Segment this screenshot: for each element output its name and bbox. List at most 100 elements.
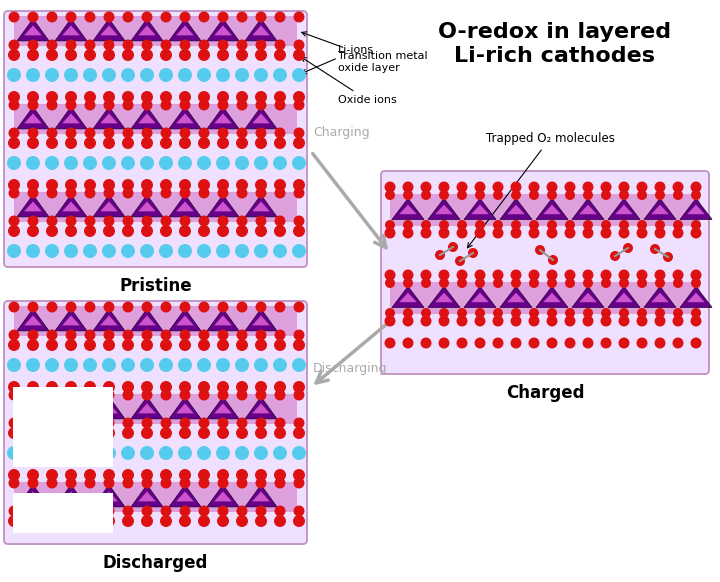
Circle shape xyxy=(179,49,191,61)
Circle shape xyxy=(64,68,78,82)
Circle shape xyxy=(673,308,683,318)
Circle shape xyxy=(199,301,210,313)
Circle shape xyxy=(254,68,268,82)
Circle shape xyxy=(27,506,38,516)
Circle shape xyxy=(45,156,59,170)
Polygon shape xyxy=(536,198,568,219)
Circle shape xyxy=(27,187,38,198)
Circle shape xyxy=(9,12,19,23)
Polygon shape xyxy=(131,195,163,217)
Polygon shape xyxy=(399,293,417,302)
Circle shape xyxy=(217,91,229,103)
Circle shape xyxy=(217,100,228,111)
Polygon shape xyxy=(169,107,201,129)
Circle shape xyxy=(294,40,305,51)
Circle shape xyxy=(122,179,134,191)
Circle shape xyxy=(600,182,611,193)
Polygon shape xyxy=(464,198,496,219)
Polygon shape xyxy=(24,113,42,123)
Circle shape xyxy=(142,389,153,400)
Circle shape xyxy=(66,215,76,226)
Circle shape xyxy=(102,358,116,372)
Circle shape xyxy=(256,506,266,516)
Circle shape xyxy=(121,446,135,460)
Circle shape xyxy=(66,187,76,198)
Circle shape xyxy=(7,446,21,460)
Circle shape xyxy=(179,477,191,488)
Circle shape xyxy=(122,301,133,313)
Polygon shape xyxy=(100,201,118,211)
Circle shape xyxy=(198,469,210,481)
Circle shape xyxy=(8,225,20,237)
Circle shape xyxy=(46,469,58,481)
Circle shape xyxy=(601,190,611,200)
Text: Li-ions: Li-ions xyxy=(302,45,374,74)
Circle shape xyxy=(161,301,171,313)
Circle shape xyxy=(179,381,191,393)
Circle shape xyxy=(528,182,539,193)
Circle shape xyxy=(27,301,38,313)
Circle shape xyxy=(274,137,286,149)
Circle shape xyxy=(8,91,20,103)
Circle shape xyxy=(492,228,503,239)
Circle shape xyxy=(548,255,558,265)
Circle shape xyxy=(9,127,19,139)
Polygon shape xyxy=(500,198,532,219)
Circle shape xyxy=(8,339,20,351)
Circle shape xyxy=(439,278,449,288)
Circle shape xyxy=(529,308,539,318)
Polygon shape xyxy=(500,286,532,307)
Circle shape xyxy=(9,506,19,516)
Circle shape xyxy=(546,315,557,327)
Circle shape xyxy=(255,381,267,393)
Circle shape xyxy=(160,91,172,103)
Circle shape xyxy=(141,91,153,103)
Circle shape xyxy=(66,389,76,400)
Circle shape xyxy=(47,12,58,23)
Circle shape xyxy=(84,179,96,191)
Circle shape xyxy=(140,244,154,258)
Circle shape xyxy=(84,417,96,428)
Polygon shape xyxy=(464,286,496,307)
Circle shape xyxy=(179,187,191,198)
Polygon shape xyxy=(428,286,460,307)
Circle shape xyxy=(160,225,172,237)
Circle shape xyxy=(122,506,133,516)
Circle shape xyxy=(161,215,171,226)
Polygon shape xyxy=(687,205,705,214)
Circle shape xyxy=(66,100,76,111)
Circle shape xyxy=(217,389,228,400)
Polygon shape xyxy=(245,485,277,507)
Polygon shape xyxy=(207,485,239,507)
Circle shape xyxy=(179,329,191,340)
Circle shape xyxy=(159,156,173,170)
Circle shape xyxy=(294,477,305,488)
Circle shape xyxy=(122,427,134,439)
Circle shape xyxy=(161,389,171,400)
Circle shape xyxy=(84,506,96,516)
Circle shape xyxy=(256,417,266,428)
Circle shape xyxy=(474,182,485,193)
Circle shape xyxy=(403,190,413,200)
Polygon shape xyxy=(62,26,80,36)
Polygon shape xyxy=(17,195,49,217)
Circle shape xyxy=(475,220,485,230)
Circle shape xyxy=(293,427,305,439)
Polygon shape xyxy=(252,315,270,325)
Circle shape xyxy=(421,308,431,318)
Circle shape xyxy=(27,179,39,191)
Circle shape xyxy=(141,427,153,439)
Circle shape xyxy=(142,506,153,516)
Circle shape xyxy=(235,358,249,372)
Circle shape xyxy=(142,100,153,111)
Circle shape xyxy=(140,68,154,82)
Circle shape xyxy=(103,91,115,103)
Circle shape xyxy=(161,187,171,198)
Circle shape xyxy=(564,269,575,281)
Circle shape xyxy=(64,156,78,170)
Circle shape xyxy=(274,91,286,103)
Circle shape xyxy=(198,137,210,149)
Polygon shape xyxy=(55,309,87,331)
Circle shape xyxy=(619,220,629,230)
Circle shape xyxy=(122,329,133,340)
